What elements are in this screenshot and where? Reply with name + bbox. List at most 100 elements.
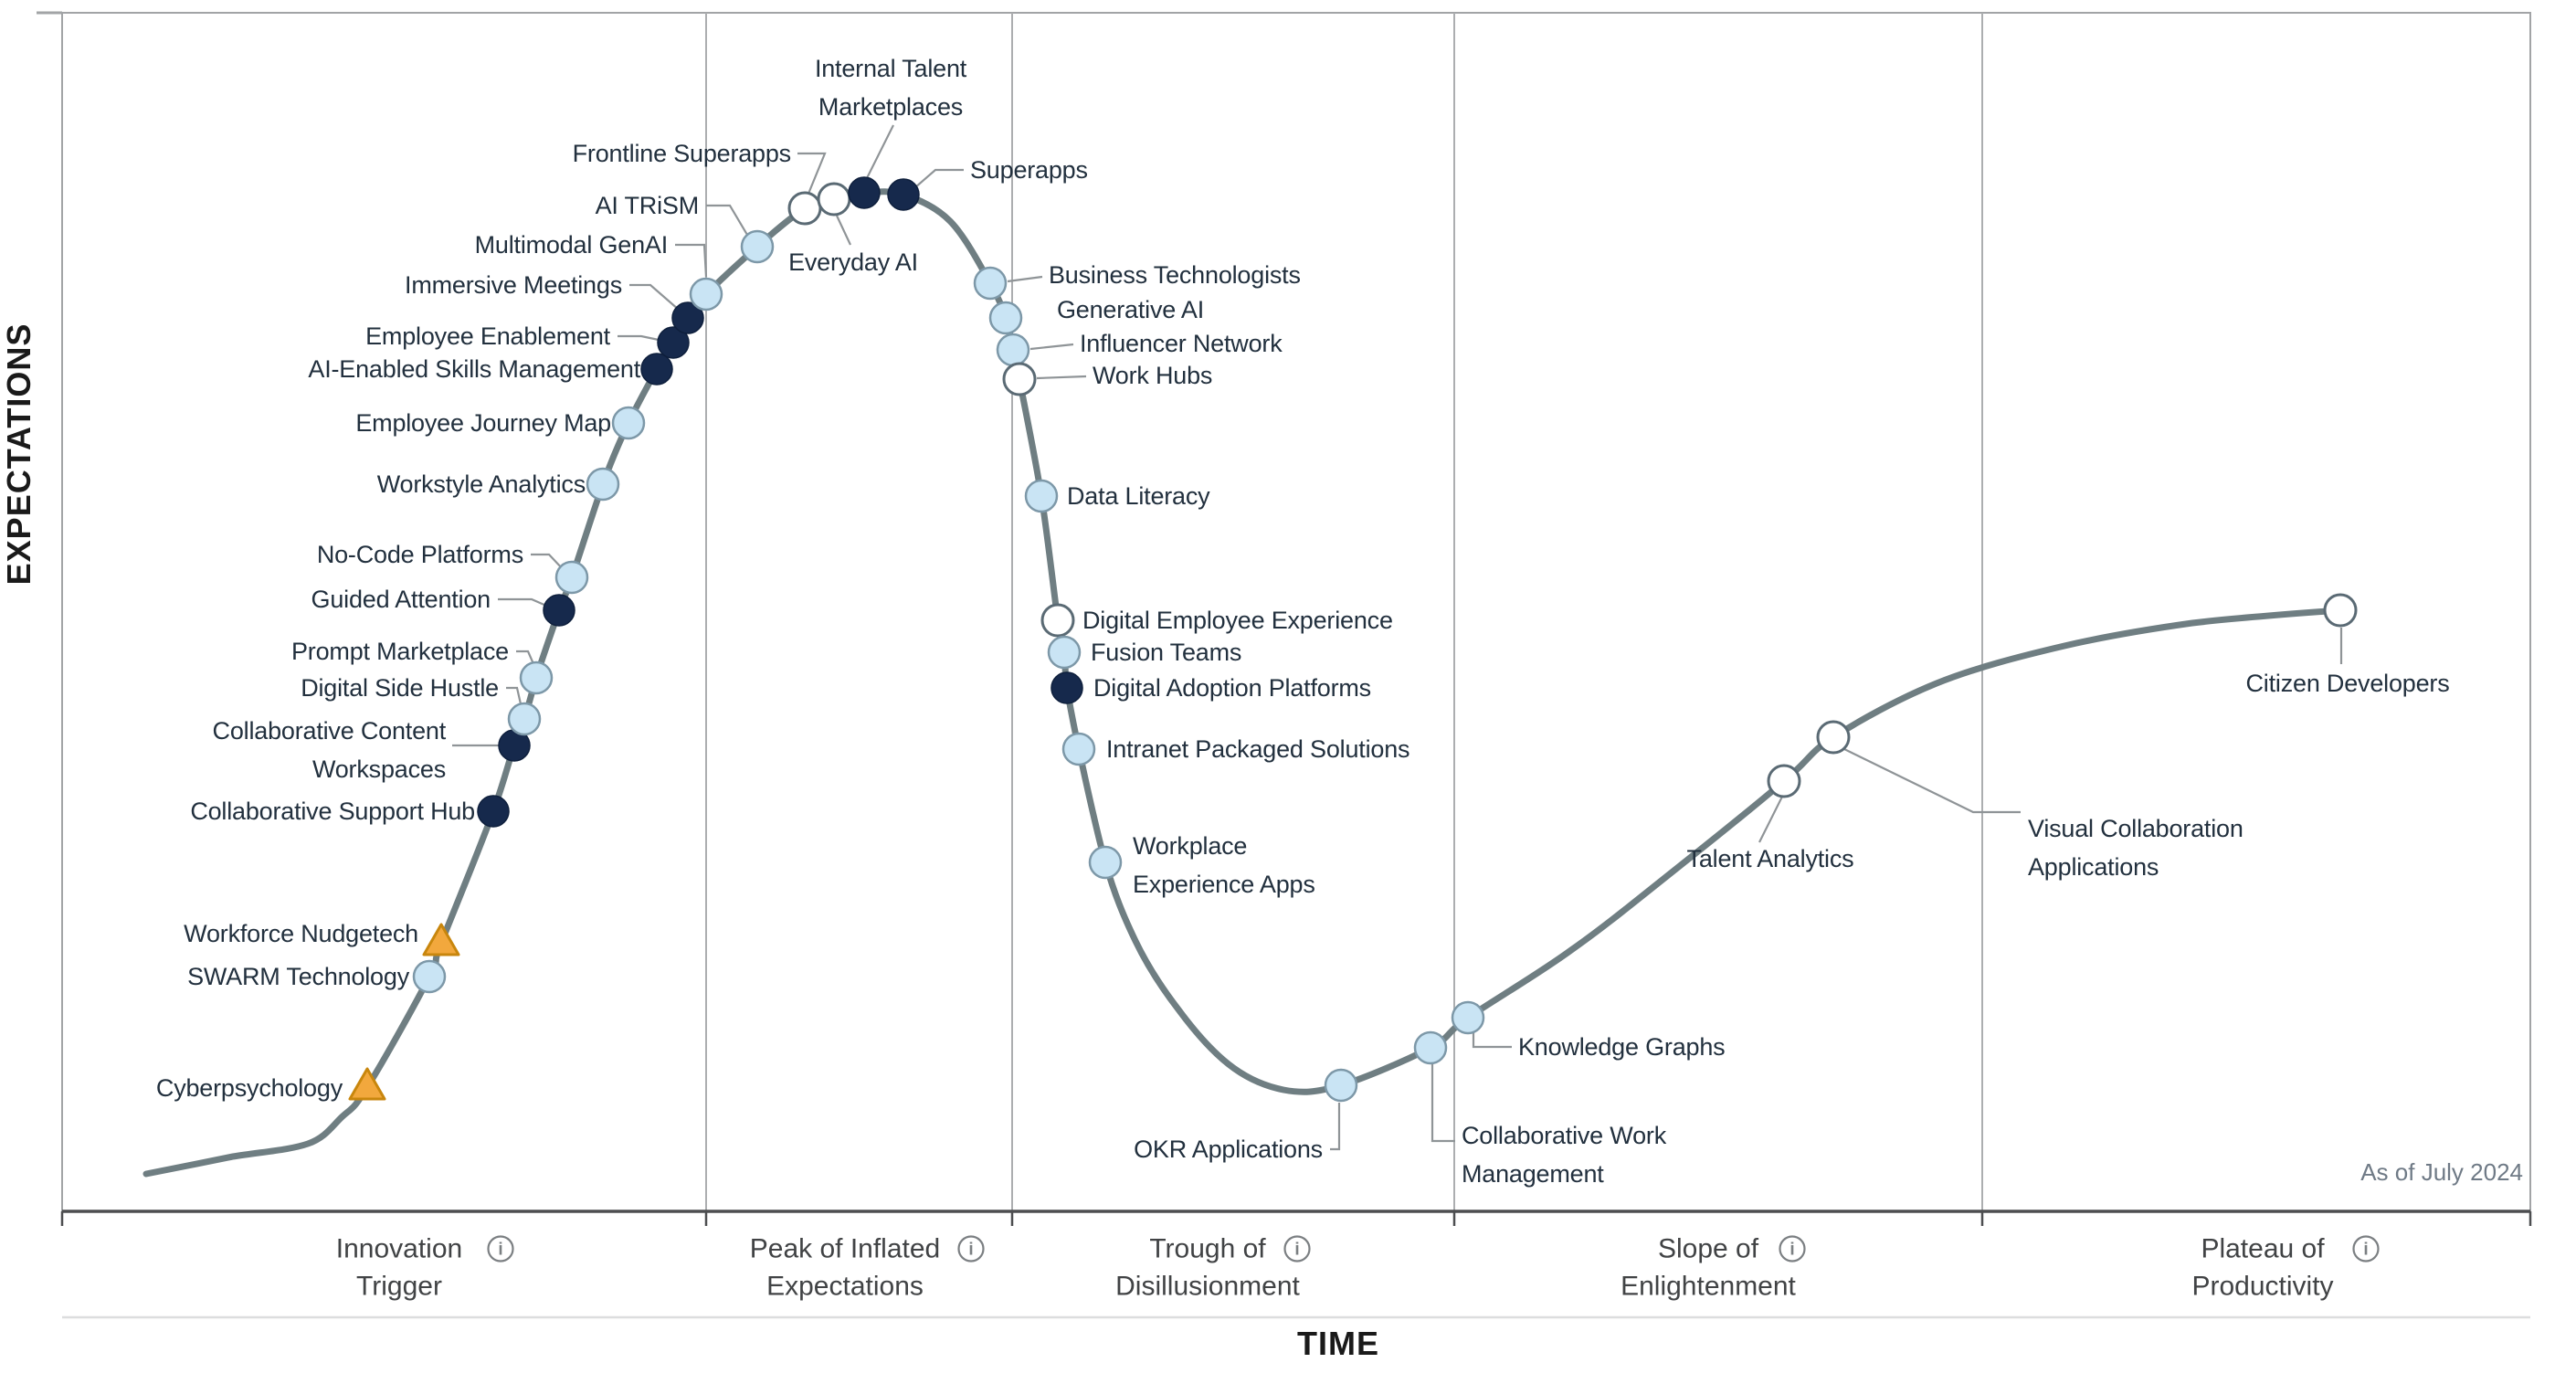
hype-label-internal-talent-marketplaces: Marketplaces bbox=[818, 93, 963, 121]
phase-label-peak-of-inflated-expectations: Peak of Inflated bbox=[750, 1234, 940, 1264]
phase-label-plateau-of-productivity: Productivity bbox=[2191, 1272, 2333, 1302]
hype-point-ai-trism[interactable] bbox=[740, 229, 775, 264]
hype-point-data-literacy[interactable] bbox=[1024, 479, 1059, 513]
leader-line-internal-talent-marketplaces bbox=[866, 124, 894, 179]
hype-label-talent-analytics: Talent Analytics bbox=[1687, 845, 1854, 872]
hype-point-superapps[interactable] bbox=[887, 178, 920, 211]
hype-label-collaborative-support-hub: Collaborative Support Hub bbox=[190, 798, 475, 825]
hype-point-digital-employee-experience[interactable] bbox=[1040, 603, 1075, 638]
technology-labels: Cyberpsychology SWARM Technology Workforce… bbox=[156, 55, 2450, 1188]
hype-point-swarm-technology[interactable] bbox=[412, 959, 447, 994]
hype-label-work-hubs: Work Hubs bbox=[1093, 362, 1212, 389]
hype-label-ai-trism: AI TRiSM bbox=[596, 192, 699, 219]
phase-label-peak-of-inflated-expectations: Expectations bbox=[766, 1272, 924, 1302]
hype-label-business-technologists: Business Technologists bbox=[1049, 261, 1301, 289]
info-icon-innovation-trigger[interactable] bbox=[487, 1235, 514, 1263]
leader-line-work-hubs bbox=[1036, 375, 1087, 380]
hype-point-visual-collaboration-applications[interactable] bbox=[1816, 720, 1851, 755]
hype-label-internal-talent-marketplaces: Internal Talent bbox=[815, 55, 967, 82]
x-axis-title: TIME bbox=[1297, 1325, 1379, 1362]
info-icon-peak-of-inflated-expectations[interactable] bbox=[957, 1235, 985, 1263]
leader-line-ai-trism bbox=[706, 204, 748, 236]
hype-point-internal-talent-marketplaces[interactable] bbox=[848, 176, 881, 209]
hype-label-workplace-experience-apps: Experience Apps bbox=[1133, 871, 1315, 898]
hype-point-collaborative-support-hub[interactable] bbox=[477, 795, 510, 828]
axis-strip: Innovation Trigger i Peak of Inflated Expect… bbox=[60, 1210, 2532, 1319]
hype-point-workstyle-analytics[interactable] bbox=[586, 467, 620, 502]
hype-label-intranet-packaged-solutions: Intranet Packaged Solutions bbox=[1106, 735, 1409, 763]
hype-label-no-code-platforms: No-Code Platforms bbox=[317, 541, 523, 568]
hype-point-everyday-ai[interactable] bbox=[817, 182, 851, 217]
hype-label-everyday-ai: Everyday AI bbox=[788, 248, 918, 276]
hype-label-superapps: Superapps bbox=[970, 156, 1088, 184]
hype-point-business-technologists[interactable] bbox=[973, 266, 1008, 301]
phase-label-slope-of-enlightenment: Enlightenment bbox=[1621, 1272, 1796, 1302]
hype-point-workforce-nudgetech[interactable] bbox=[422, 923, 460, 956]
info-icon-innovation-trigger[interactable]: i bbox=[498, 1241, 502, 1260]
hype-point-knowledge-graphs[interactable] bbox=[1451, 1000, 1485, 1035]
hype-point-intranet-packaged-solutions[interactable] bbox=[1061, 732, 1096, 766]
hype-label-employee-journey-map: Employee Journey Map bbox=[355, 409, 611, 437]
info-icon-peak-of-inflated-expectations[interactable]: i bbox=[968, 1241, 973, 1260]
hype-label-collaborative-work-management: Management bbox=[1462, 1160, 1604, 1188]
hype-label-generative-ai: Generative AI bbox=[1057, 296, 1204, 323]
hype-label-workplace-experience-apps: Workplace bbox=[1133, 832, 1247, 860]
hype-point-frontline-superapps[interactable] bbox=[787, 191, 822, 226]
hype-point-generative-ai[interactable] bbox=[988, 301, 1023, 335]
hype-label-workforce-nudgetech: Workforce Nudgetech bbox=[184, 920, 418, 947]
leader-lines bbox=[452, 124, 2343, 1151]
leader-line-talent-analytics bbox=[1758, 796, 1783, 843]
leader-line-immersive-meetings bbox=[629, 283, 680, 311]
phase-label-slope-of-enlightenment: Slope of bbox=[1658, 1234, 1759, 1264]
as-of-date: As of July 2024 bbox=[2360, 1158, 2523, 1186]
leader-line-no-code-platforms bbox=[531, 553, 565, 571]
info-icon-plateau-of-productivity[interactable] bbox=[2352, 1235, 2380, 1263]
leader-line-multimodal-genai bbox=[675, 243, 708, 278]
phase-label-plateau-of-productivity: Plateau of bbox=[2201, 1234, 2325, 1264]
hype-label-visual-collaboration-applications: Applications bbox=[2028, 853, 2159, 881]
hype-point-cyberpsychology[interactable] bbox=[348, 1067, 386, 1101]
hype-label-collaborative-work-management: Collaborative Work bbox=[1462, 1122, 1667, 1149]
leader-line-okr-applications bbox=[1330, 1103, 1341, 1151]
hype-point-ai-enabled-skills-management[interactable] bbox=[640, 353, 673, 386]
leader-line-influencer-network bbox=[1029, 343, 1074, 351]
info-icon-plateau-of-productivity[interactable]: i bbox=[2363, 1241, 2368, 1260]
phase-label-innovation-trigger: Innovation bbox=[336, 1234, 462, 1264]
hype-point-collaborative-work-management[interactable] bbox=[1413, 1030, 1448, 1065]
info-icon-trough-of-disillusionment[interactable]: i bbox=[1294, 1241, 1299, 1260]
hype-point-employee-journey-map[interactable] bbox=[611, 406, 646, 440]
info-icon-trough-of-disillusionment[interactable] bbox=[1283, 1235, 1311, 1263]
hype-label-visual-collaboration-applications: Visual Collaboration bbox=[2028, 815, 2243, 842]
hype-label-influencer-network: Influencer Network bbox=[1080, 330, 1283, 357]
hype-point-employee-enablement[interactable] bbox=[657, 326, 690, 359]
hype-point-okr-applications[interactable] bbox=[1324, 1068, 1358, 1103]
leader-line-prompt-marketplace bbox=[516, 650, 536, 667]
hype-point-multimodal-genai[interactable] bbox=[689, 277, 723, 312]
hype-label-digital-adoption-platforms: Digital Adoption Platforms bbox=[1093, 674, 1371, 702]
hype-label-immersive-meetings: Immersive Meetings bbox=[405, 271, 622, 299]
info-icon-slope-of-enlightenment[interactable]: i bbox=[1789, 1241, 1794, 1260]
hype-point-citizen-developers[interactable] bbox=[2323, 593, 2358, 628]
info-icon-slope-of-enlightenment[interactable] bbox=[1779, 1235, 1806, 1263]
hype-point-immersive-meetings[interactable] bbox=[671, 301, 704, 334]
hype-point-digital-adoption-platforms[interactable] bbox=[1050, 671, 1083, 704]
hype-point-talent-analytics[interactable] bbox=[1767, 764, 1801, 798]
hype-point-work-hubs[interactable] bbox=[1002, 362, 1037, 396]
hype-point-guided-attention[interactable] bbox=[543, 594, 575, 627]
hype-label-fusion-teams: Fusion Teams bbox=[1091, 639, 1241, 666]
hype-point-fusion-teams[interactable] bbox=[1047, 635, 1082, 670]
leader-line-guided-attention bbox=[498, 597, 547, 607]
y-axis-title: EXPECTATIONS bbox=[0, 323, 37, 586]
hype-point-digital-side-hustle[interactable] bbox=[507, 702, 542, 736]
leader-line-collaborative-work-management bbox=[1431, 1064, 1455, 1143]
hype-point-prompt-marketplace[interactable] bbox=[519, 660, 554, 695]
hype-point-no-code-platforms[interactable] bbox=[554, 560, 589, 595]
hype-label-knowledge-graphs: Knowledge Graphs bbox=[1518, 1033, 1725, 1061]
phase-label-trough-of-disillusionment: Disillusionment bbox=[1115, 1272, 1300, 1302]
hype-point-workplace-experience-apps[interactable] bbox=[1088, 845, 1123, 880]
leader-line-digital-side-hustle bbox=[506, 686, 523, 709]
hype-label-digital-employee-experience: Digital Employee Experience bbox=[1082, 607, 1393, 634]
hype-point-influencer-network[interactable] bbox=[996, 333, 1030, 367]
leader-line-knowledge-graphs bbox=[1472, 1032, 1512, 1049]
